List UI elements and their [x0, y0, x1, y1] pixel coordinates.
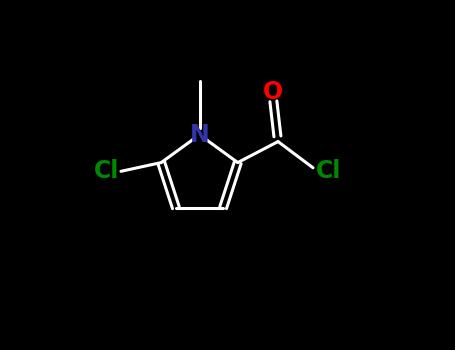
Text: N: N — [190, 123, 209, 147]
Text: O: O — [263, 80, 283, 104]
Text: Cl: Cl — [316, 159, 341, 183]
Text: Cl: Cl — [94, 159, 120, 183]
